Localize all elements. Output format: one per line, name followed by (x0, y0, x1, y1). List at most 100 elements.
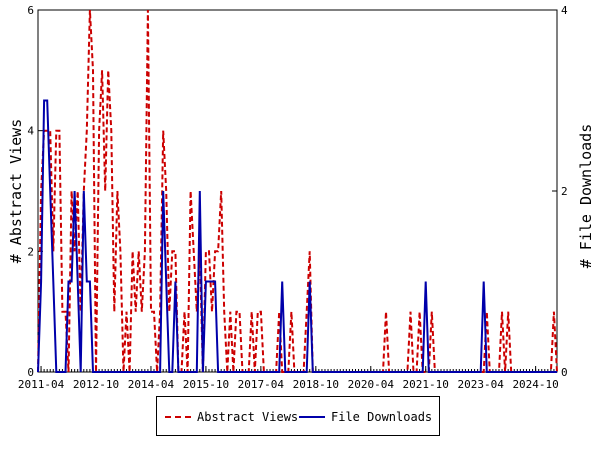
data-point-abstract-views (251, 311, 253, 313)
data-point-file-downloads (123, 371, 125, 373)
data-point-abstract-views (184, 311, 186, 313)
data-point-abstract-views (98, 130, 100, 132)
data-point-file-downloads (181, 371, 183, 373)
data-point-file-downloads (114, 371, 116, 373)
data-point-file-downloads (138, 371, 140, 373)
data-point-abstract-views (190, 190, 192, 192)
data-point-abstract-views (553, 311, 555, 313)
data-point-file-downloads (193, 371, 195, 373)
data-point-file-downloads (62, 371, 64, 373)
data-point-file-downloads (361, 371, 363, 373)
data-point-file-downloads (172, 371, 174, 373)
data-point-file-downloads (65, 371, 67, 373)
legend: Abstract Views File Downloads (156, 396, 440, 436)
data-point-file-downloads (352, 371, 354, 373)
data-point-file-downloads (553, 371, 555, 373)
data-point-file-downloads (483, 281, 485, 283)
data-point-abstract-views (59, 130, 61, 132)
data-point-file-downloads (541, 371, 543, 373)
data-point-file-downloads (217, 371, 219, 373)
data-point-file-downloads (245, 371, 247, 373)
data-point-file-downloads (318, 371, 320, 373)
data-point-abstract-views (419, 311, 421, 313)
data-point-abstract-views (306, 311, 308, 313)
data-point-file-downloads (233, 371, 235, 373)
data-point-file-downloads (446, 371, 448, 373)
data-point-file-downloads (111, 371, 113, 373)
data-point-file-downloads (263, 371, 265, 373)
legend-label-abstract-views: Abstract Views (197, 410, 299, 424)
data-point-file-downloads (471, 371, 473, 373)
data-point-file-downloads (373, 371, 375, 373)
data-point-file-downloads (294, 371, 296, 373)
x-tick-label: 2020-04 (348, 378, 395, 391)
data-point-file-downloads (474, 371, 476, 373)
left-y-tick-label: 2 (27, 245, 34, 258)
data-point-file-downloads (358, 371, 360, 373)
data-point-file-downloads (324, 371, 326, 373)
data-point-file-downloads (211, 281, 213, 283)
data-point-file-downloads (343, 371, 345, 373)
data-point-file-downloads (56, 371, 58, 373)
data-point-file-downloads (321, 371, 323, 373)
data-point-file-downloads (550, 371, 552, 373)
data-point-file-downloads (520, 371, 522, 373)
left-y-tick-label: 6 (27, 4, 34, 17)
data-point-file-downloads (535, 371, 537, 373)
data-point-file-downloads (59, 371, 61, 373)
data-point-abstract-views (62, 311, 64, 313)
data-point-file-downloads (431, 371, 433, 373)
data-point-file-downloads (538, 371, 540, 373)
x-tick-label: 2011-04 (18, 378, 65, 391)
data-point-abstract-views (175, 251, 177, 253)
data-point-file-downloads (202, 371, 204, 373)
data-point-file-downloads (266, 371, 268, 373)
data-point-abstract-views (141, 311, 143, 313)
data-point-file-downloads (80, 371, 82, 373)
series-line-file-downloads (37, 99, 557, 373)
data-point-file-downloads (547, 371, 549, 373)
data-point-file-downloads (285, 371, 287, 373)
data-point-file-downloads (510, 371, 512, 373)
right-axis-title: # File Downloads (577, 124, 595, 269)
data-point-abstract-views (150, 311, 152, 313)
data-point-file-downloads (257, 371, 259, 373)
data-point-abstract-views (120, 251, 122, 253)
data-point-abstract-views (486, 311, 488, 313)
legend-label-file-downloads: File Downloads (331, 410, 433, 424)
data-point-file-downloads (422, 371, 424, 373)
data-point-file-downloads (456, 371, 458, 373)
data-point-file-downloads (452, 371, 454, 373)
data-point-file-downloads (514, 371, 516, 373)
data-point-abstract-views (144, 251, 146, 253)
data-point-abstract-views (117, 190, 119, 192)
right-y-tick-label: 0 (561, 366, 568, 379)
left-y-tick-label: 0 (27, 366, 34, 379)
data-point-abstract-views (126, 311, 128, 313)
data-point-abstract-views (230, 311, 232, 313)
data-point-file-downloads (278, 371, 280, 373)
data-point-file-downloads (526, 371, 528, 373)
data-point-file-downloads (117, 371, 119, 373)
data-point-file-downloads (507, 371, 509, 373)
data-point-file-downloads (529, 371, 531, 373)
data-point-abstract-views (193, 251, 195, 253)
data-point-file-downloads (71, 281, 73, 283)
data-point-file-downloads (388, 371, 390, 373)
data-point-file-downloads (98, 371, 100, 373)
data-point-abstract-views (260, 311, 262, 313)
data-point-file-downloads (440, 371, 442, 373)
data-point-file-downloads (147, 371, 149, 373)
data-point-abstract-views (507, 311, 509, 313)
data-point-file-downloads (272, 371, 274, 373)
data-point-abstract-views (214, 251, 216, 253)
data-point-file-downloads (312, 371, 314, 373)
x-tick-label: 2024-10 (512, 378, 558, 391)
data-point-abstract-views (104, 190, 106, 192)
data-point-file-downloads (208, 281, 210, 283)
data-point-file-downloads (349, 371, 351, 373)
data-point-file-downloads (443, 371, 445, 373)
legend-item-abstract-views: Abstract Views (165, 410, 298, 424)
tick-labels: 2011-04 2012-10 2014-04 2015-10 2017-04 2018-… (18, 4, 568, 391)
